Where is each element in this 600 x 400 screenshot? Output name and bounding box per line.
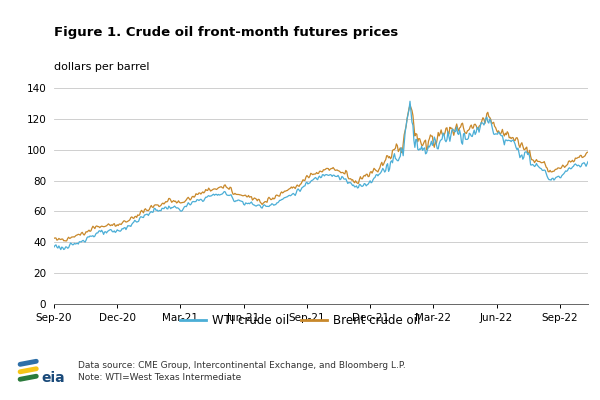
Brent crude oil	[422, 138, 429, 142]
WTI crude oil	[57, 247, 64, 252]
Brent crude oil	[257, 200, 264, 204]
Text: Data source: CME Group, Intercontinental Exchange, and Bloomberg L.P.: Data source: CME Group, Intercontinental…	[78, 361, 406, 370]
WTI crude oil	[295, 186, 302, 191]
Brent crude oil	[523, 145, 530, 150]
Brent crude oil	[62, 238, 69, 243]
Line: WTI crude oil: WTI crude oil	[54, 101, 588, 250]
WTI crude oil	[50, 245, 58, 250]
WTI crude oil	[422, 152, 429, 156]
Brent crude oil	[584, 150, 592, 154]
Brent crude oil	[90, 225, 97, 230]
Text: dollars per barrel: dollars per barrel	[54, 62, 149, 72]
Text: Note: WTI=West Texas Intermediate: Note: WTI=West Texas Intermediate	[78, 373, 241, 382]
Brent crude oil	[522, 146, 529, 150]
FancyArrowPatch shape	[20, 376, 36, 379]
Brent crude oil	[406, 103, 413, 108]
FancyArrowPatch shape	[20, 369, 36, 372]
Text: eia: eia	[42, 371, 65, 385]
Line: Brent crude oil: Brent crude oil	[54, 105, 588, 241]
WTI crude oil	[523, 150, 530, 154]
Brent crude oil	[295, 184, 302, 188]
WTI crude oil	[257, 204, 264, 208]
Brent crude oil	[50, 236, 58, 241]
WTI crude oil	[522, 150, 529, 154]
Text: Figure 1. Crude oil front-month futures prices: Figure 1. Crude oil front-month futures …	[54, 26, 398, 39]
Legend: WTI crude oil, Brent crude oil: WTI crude oil, Brent crude oil	[175, 310, 425, 332]
WTI crude oil	[90, 234, 97, 239]
WTI crude oil	[406, 99, 413, 104]
FancyArrowPatch shape	[20, 361, 36, 364]
WTI crude oil	[584, 159, 592, 164]
